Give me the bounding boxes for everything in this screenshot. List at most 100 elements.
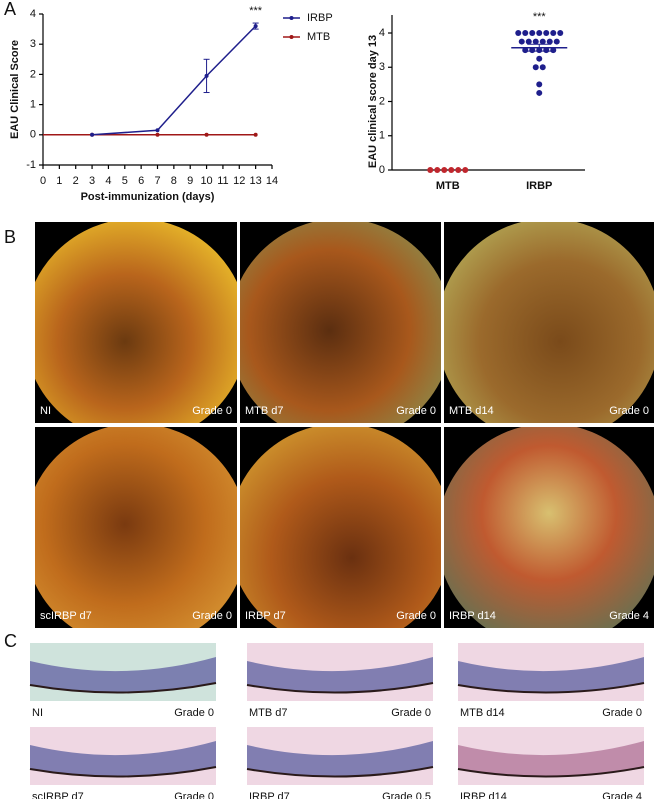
y-tick-label: 1 xyxy=(379,130,385,142)
image-label: MTB d7 xyxy=(249,707,288,719)
histology-image: MTB d14 Grade 0 xyxy=(457,643,645,719)
point xyxy=(550,30,557,36)
y-tick-label: -1 xyxy=(26,159,36,171)
pigment-layer xyxy=(457,766,645,778)
fundus-image: NI Grade 0 xyxy=(35,222,237,423)
point xyxy=(448,167,455,173)
y-tick-label: 4 xyxy=(379,27,385,39)
retina-band xyxy=(458,657,644,693)
image-grade: Grade 0 xyxy=(609,405,649,417)
image-label: IRBP d14 xyxy=(460,791,507,799)
legend-marker xyxy=(289,35,294,39)
annotation: *** xyxy=(249,5,263,17)
y-axis-label: EAU Clinical Score xyxy=(9,40,21,139)
retina-band xyxy=(247,741,433,777)
point xyxy=(536,30,543,36)
histology-image: IRBP d14 Grade 4 xyxy=(457,727,645,799)
point xyxy=(532,38,539,45)
fundus-image: scIRBP d7 Grade 0 xyxy=(35,427,237,628)
point xyxy=(434,167,441,173)
image-grade: Grade 0 xyxy=(174,707,214,719)
image-grade: Grade 0 xyxy=(391,707,431,719)
panel-label: B xyxy=(4,227,16,247)
retina-band xyxy=(458,741,644,777)
image-label: IRBP d7 xyxy=(245,610,286,622)
point xyxy=(539,38,546,45)
pigment-layer xyxy=(29,682,217,694)
image-grade: Grade 0 xyxy=(192,405,232,417)
image-label: NI xyxy=(32,707,43,719)
point xyxy=(546,38,553,45)
retina-band xyxy=(30,741,216,777)
retina-band xyxy=(30,657,216,693)
image-label: MTB d14 xyxy=(460,707,505,719)
x-tick-label: 0 xyxy=(40,175,46,187)
x-tick-label: 1 xyxy=(56,175,62,187)
x-tick-label: MTB xyxy=(436,180,460,192)
y-tick-label: 4 xyxy=(30,8,36,20)
x-tick-label: 10 xyxy=(200,175,212,187)
x-tick-label: 5 xyxy=(122,175,128,187)
x-tick-label: 2 xyxy=(73,175,79,187)
image-label: scIRBP d7 xyxy=(40,610,92,622)
x-tick-label: 7 xyxy=(154,175,160,187)
point xyxy=(253,132,258,137)
y-tick-label: 2 xyxy=(30,68,36,80)
point xyxy=(462,167,469,173)
point xyxy=(536,89,543,96)
image-grade: Grade 0 xyxy=(396,405,436,417)
image-label: IRBP d14 xyxy=(449,610,496,622)
y-tick-label: 0 xyxy=(379,164,385,176)
histology-image: MTB d7 Grade 0 xyxy=(246,643,434,719)
point xyxy=(536,55,543,62)
point xyxy=(90,132,95,137)
point xyxy=(522,30,529,36)
image-label: MTB d14 xyxy=(449,405,494,417)
point xyxy=(204,73,209,78)
annotation: *** xyxy=(533,11,547,23)
x-tick-label: 13 xyxy=(250,175,262,187)
y-axis-label: EAU clinical score day 13 xyxy=(367,35,379,168)
legend-label: MTB xyxy=(307,31,330,43)
x-tick-label: 8 xyxy=(171,175,177,187)
pigment-layer xyxy=(246,766,434,778)
x-tick-label: 14 xyxy=(266,175,278,187)
point xyxy=(522,47,529,54)
point xyxy=(550,47,557,54)
fundus-image: IRBP d7 Grade 0 xyxy=(240,427,441,628)
panel-label: C xyxy=(4,631,17,651)
x-tick-label: 6 xyxy=(138,175,144,187)
point xyxy=(427,167,434,173)
fundus xyxy=(240,427,441,628)
image-grade: Grade 0 xyxy=(602,707,642,719)
image-grade: Grade 0 xyxy=(396,610,436,622)
error-bar xyxy=(527,43,552,52)
image-label: scIRBP d7 xyxy=(32,791,84,799)
fundus-image: IRBP d14 Grade 4 xyxy=(444,427,654,628)
point xyxy=(253,24,258,29)
image-label: NI xyxy=(40,405,51,417)
image-grade: Grade 0.5 xyxy=(382,791,431,799)
point xyxy=(441,167,448,173)
histology-image: NI Grade 0 xyxy=(29,643,217,719)
retina-band xyxy=(247,657,433,693)
point xyxy=(553,38,560,45)
panel-label: A xyxy=(4,0,16,19)
point xyxy=(455,167,462,173)
point xyxy=(155,132,160,137)
image-grade: Grade 4 xyxy=(602,791,642,799)
pigment-layer xyxy=(457,682,645,694)
point xyxy=(539,64,546,71)
y-tick-label: 1 xyxy=(30,99,36,111)
image-grade: Grade 0 xyxy=(192,610,232,622)
image-label: MTB d7 xyxy=(245,405,284,417)
y-tick-label: 2 xyxy=(379,95,385,107)
point xyxy=(536,81,543,88)
x-axis-label: Post-immunization (days) xyxy=(81,191,215,203)
fundus xyxy=(35,427,237,628)
point xyxy=(155,128,160,133)
x-tick-label: 9 xyxy=(187,175,193,187)
point xyxy=(515,30,522,36)
fundus xyxy=(444,427,654,628)
point xyxy=(532,64,539,71)
